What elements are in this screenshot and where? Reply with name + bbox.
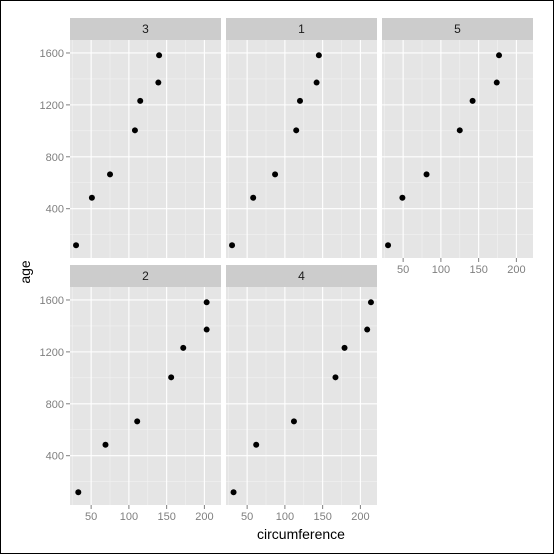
data-point bbox=[229, 242, 236, 249]
data-point bbox=[341, 344, 348, 351]
x-tick-label: 50 bbox=[241, 511, 253, 523]
facet-strip bbox=[382, 18, 533, 40]
facet-strip-label: 1 bbox=[298, 22, 305, 36]
data-point bbox=[272, 171, 279, 178]
data-point bbox=[155, 79, 162, 86]
data-point bbox=[203, 326, 210, 333]
panel-background bbox=[226, 40, 377, 258]
data-point bbox=[313, 79, 320, 86]
data-point bbox=[180, 344, 187, 351]
facet-strip bbox=[226, 18, 377, 40]
facet-panel-4: 4 50 100 150 200 bbox=[226, 265, 377, 523]
x-tick-label: 200 bbox=[351, 511, 369, 523]
data-point bbox=[131, 127, 138, 134]
data-point bbox=[203, 299, 210, 306]
facet-strip-label: 3 bbox=[142, 22, 149, 36]
data-point bbox=[456, 127, 463, 134]
data-point bbox=[399, 194, 406, 201]
facet-panel-3: 3 400 800 1200 1600 bbox=[40, 18, 221, 258]
data-point bbox=[296, 97, 303, 104]
data-point bbox=[364, 326, 371, 333]
x-tick-label: 200 bbox=[507, 264, 525, 276]
x-tick-label: 100 bbox=[432, 264, 450, 276]
y-axis-title: age bbox=[17, 260, 33, 284]
x-tick-label: 150 bbox=[157, 511, 175, 523]
panel-background bbox=[70, 40, 221, 258]
facet-strip bbox=[70, 18, 221, 40]
y-tick-label: 1600 bbox=[40, 48, 64, 60]
data-point bbox=[75, 489, 82, 496]
x-tick-label: 200 bbox=[195, 511, 213, 523]
facet-strip-label: 5 bbox=[454, 22, 461, 36]
y-tick-label: 800 bbox=[46, 399, 64, 411]
data-point bbox=[156, 52, 163, 59]
data-point bbox=[385, 242, 392, 249]
panels-layer: 3 400 800 1200 1600 1 5 50 100 150 200 2 400 800 1200 1… bbox=[40, 18, 533, 523]
data-point bbox=[88, 194, 95, 201]
data-point bbox=[423, 171, 430, 178]
data-point bbox=[293, 127, 300, 134]
data-point bbox=[73, 242, 80, 249]
facet-panel-2: 2 400 800 1200 1600 50 100 150 200 bbox=[40, 265, 221, 523]
x-tick-label: 100 bbox=[276, 511, 294, 523]
data-point bbox=[496, 52, 503, 59]
facet-strip-label: 4 bbox=[298, 269, 305, 283]
data-point bbox=[332, 374, 339, 381]
y-tick-label: 800 bbox=[46, 152, 64, 164]
y-tick-label: 1200 bbox=[40, 100, 64, 112]
data-point bbox=[469, 97, 476, 104]
y-tick-label: 1600 bbox=[40, 295, 64, 307]
x-tick-label: 150 bbox=[313, 511, 331, 523]
data-point bbox=[253, 441, 260, 448]
y-tick-label: 400 bbox=[46, 204, 64, 216]
panel-background bbox=[70, 287, 221, 505]
facet-strip-label: 2 bbox=[142, 269, 149, 283]
x-axis-title: circumference bbox=[257, 526, 345, 542]
y-tick-label: 1200 bbox=[40, 347, 64, 359]
data-point bbox=[134, 418, 141, 425]
data-point bbox=[102, 441, 109, 448]
facet-strip bbox=[70, 265, 221, 287]
x-tick-label: 150 bbox=[469, 264, 487, 276]
data-point bbox=[107, 171, 114, 178]
data-point bbox=[168, 374, 175, 381]
data-point bbox=[250, 194, 257, 201]
data-point bbox=[230, 489, 237, 496]
facet-strip bbox=[226, 265, 377, 287]
y-tick-label: 400 bbox=[46, 451, 64, 463]
x-tick-label: 50 bbox=[85, 511, 97, 523]
data-point bbox=[367, 299, 374, 306]
data-point bbox=[493, 79, 500, 86]
panel-background bbox=[382, 40, 533, 258]
facet-panel-5: 5 50 100 150 200 bbox=[382, 18, 533, 276]
x-tick-label: 50 bbox=[397, 264, 409, 276]
data-point bbox=[315, 52, 322, 59]
data-point bbox=[137, 97, 144, 104]
x-tick-label: 100 bbox=[120, 511, 138, 523]
data-point bbox=[290, 418, 297, 425]
panel-background bbox=[226, 287, 377, 505]
facet-panel-1: 1 bbox=[226, 18, 377, 258]
